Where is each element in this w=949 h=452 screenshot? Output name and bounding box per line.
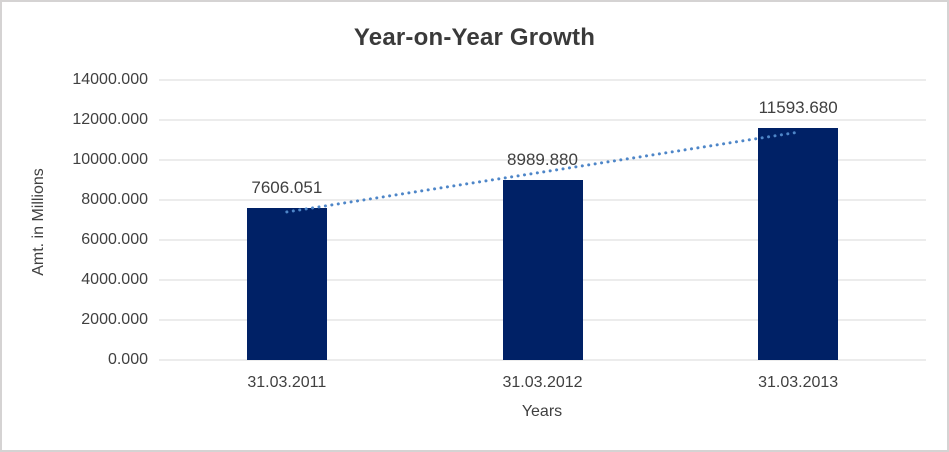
y-tick-label: 0.000 bbox=[107, 351, 148, 368]
bar bbox=[502, 180, 583, 360]
y-tick-label: 8000.000 bbox=[81, 191, 148, 208]
y-tick-label: 14000.000 bbox=[72, 71, 148, 88]
category-label: 31.03.2012 bbox=[502, 374, 583, 391]
data-label: 8989.880 bbox=[507, 150, 578, 170]
bar bbox=[758, 128, 839, 360]
category-label: 31.03.2011 bbox=[247, 374, 327, 391]
y-tick-label: 4000.000 bbox=[81, 271, 148, 288]
y-tick-label: 6000.000 bbox=[81, 231, 148, 248]
category-label: 31.03.2013 bbox=[758, 374, 839, 391]
y-tick-label: 10000.000 bbox=[72, 151, 148, 168]
y-tick-label: 2000.000 bbox=[81, 311, 148, 328]
data-label: 7606.051 bbox=[251, 177, 323, 197]
y-tick-label: 12000.000 bbox=[72, 111, 148, 128]
bar bbox=[246, 207, 327, 360]
y-axis-title: Amt. in Millions bbox=[30, 168, 47, 276]
x-axis-title: Years bbox=[521, 403, 563, 420]
data-label: 11593.680 bbox=[758, 98, 838, 118]
chart-title: Year-on-Year Growth bbox=[353, 24, 596, 51]
